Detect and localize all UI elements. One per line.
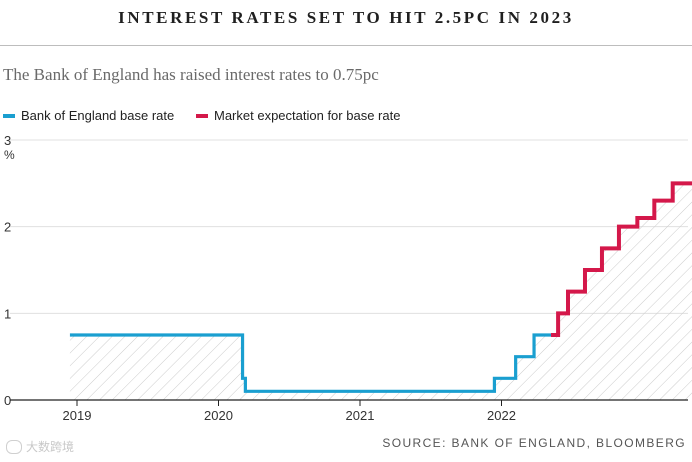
title-divider xyxy=(0,45,692,46)
y-tick-label-3: 3 xyxy=(4,133,11,148)
watermark-text: 大数跨境 xyxy=(26,440,75,454)
y-tick-label-2: 2 xyxy=(4,220,11,235)
chart-subtitle: The Bank of England has raised interest … xyxy=(3,65,379,84)
legend-swatch-base-rate xyxy=(3,113,15,118)
x-tick-label-2020: 2020 xyxy=(204,408,233,423)
y-tick-label-0: 0 xyxy=(4,393,11,408)
series-line-base-rate xyxy=(69,333,552,393)
y-axis-unit: % xyxy=(4,148,15,162)
chart-title: INTEREST RATES SET TO HIT 2.5PC IN 2023 xyxy=(118,8,574,27)
x-tick-label-2019: 2019 xyxy=(63,408,92,423)
area-under-rate xyxy=(69,183,692,400)
chart-plot: 0 1 2 3% 2019 2020 2021 2022 xyxy=(4,133,692,423)
y-tick-label-1: 1 xyxy=(4,306,11,321)
series-line-market-expectation xyxy=(551,181,692,337)
x-tick-label-2022: 2022 xyxy=(487,408,516,423)
legend-label-market-expectation: Market expectation for base rate xyxy=(214,108,401,123)
watermark: 大数跨境 xyxy=(6,438,74,455)
legend-label-base-rate: Bank of England base rate xyxy=(21,108,175,123)
watermark-logo-icon xyxy=(6,439,22,454)
legend-item-base-rate: Bank of England base rate xyxy=(3,108,174,123)
legend-item-market-expectation: Market expectation for base rate xyxy=(196,108,400,123)
x-tick-label-2021: 2021 xyxy=(346,408,375,423)
legend-swatch-market-expectation xyxy=(196,113,208,118)
source-note: SOURCE: BANK OF ENGLAND, BLOOMBERG xyxy=(382,436,686,450)
